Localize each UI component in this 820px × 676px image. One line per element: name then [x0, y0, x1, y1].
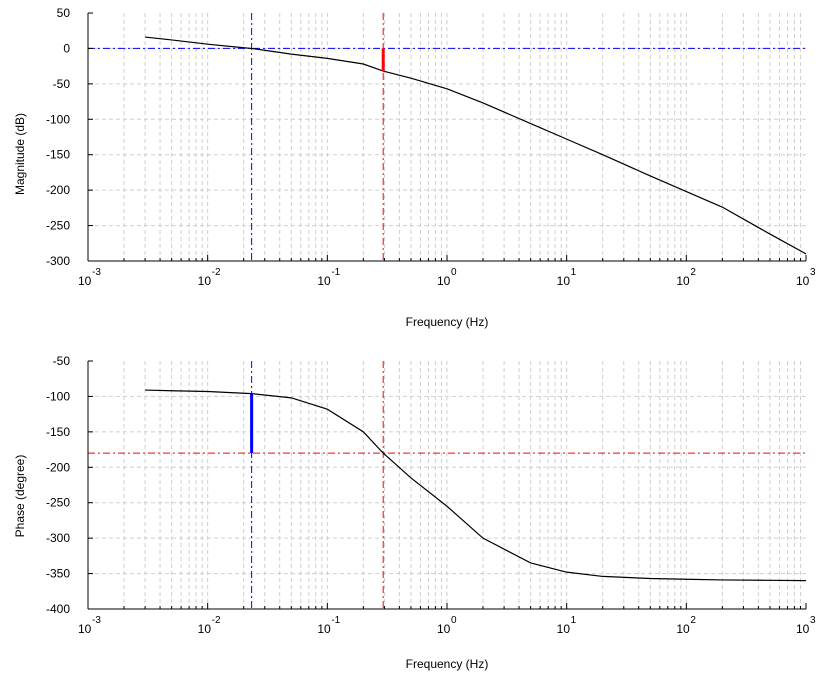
magnitude-curve	[145, 36, 807, 255]
magnitude-tick-labels: 500-50-100-150-200-250-30010-310-210-110…	[46, 6, 816, 288]
magnitude-grid	[88, 13, 806, 261]
magnitude-y-tick-label: -150	[46, 148, 70, 162]
magnitude-y-tick-label: -250	[46, 219, 70, 233]
magnitude-y-tick-label: -100	[46, 112, 70, 126]
phase-y-axis-label: Phase (degree)	[13, 455, 27, 538]
magnitude-x-tick-label: 10	[676, 274, 690, 288]
magnitude-x-tick-label: 10	[557, 274, 571, 288]
magnitude-series-line	[145, 36, 807, 255]
phase-y-tick-label: -300	[46, 531, 70, 545]
magnitude-y-axis-label: Magnitude (dB)	[13, 113, 27, 195]
phase-tick-labels: -50-100-150-200-250-300-350-40010-310-21…	[46, 354, 816, 636]
phase-x-tick-label: 10	[78, 622, 92, 636]
magnitude-x-axis-label: Frequency (Hz)	[406, 315, 489, 329]
phase-x-tick-label: 10	[198, 622, 212, 636]
phase-x-tick-exponent: 0	[451, 615, 457, 626]
magnitude-axes	[87, 12, 807, 262]
phase-x-axis-label: Frequency (Hz)	[406, 657, 489, 671]
phase-y-tick-label: -250	[46, 496, 70, 510]
magnitude-panel: 500-50-100-150-200-250-30010-310-210-110…	[13, 6, 816, 329]
phase-x-tick-label: 10	[676, 622, 690, 636]
phase-x-tick-exponent: 1	[571, 615, 577, 626]
magnitude-x-tick-exponent: 3	[810, 267, 816, 278]
phase-y-tick-label: -200	[46, 460, 70, 474]
phase-x-tick-label: 10	[317, 622, 331, 636]
phase-series-line	[145, 389, 807, 582]
phase-x-tick-exponent: 3	[810, 615, 816, 626]
phase-x-tick-exponent: -2	[212, 615, 221, 626]
magnitude-x-tick-exponent: -2	[212, 267, 221, 278]
magnitude-y-tick-label: 50	[57, 6, 71, 20]
magnitude-x-tick-exponent: 2	[690, 267, 696, 278]
magnitude-x-tick-exponent: 1	[571, 267, 577, 278]
magnitude-x-tick-label: 10	[317, 274, 331, 288]
magnitude-y-tick-label: -300	[46, 254, 70, 268]
phase-y-tick-label: -100	[46, 389, 70, 403]
magnitude-x-tick-label: 10	[437, 274, 451, 288]
magnitude-y-tick-label: -50	[53, 77, 71, 91]
phase-panel: -50-100-150-200-250-300-350-40010-310-21…	[13, 354, 816, 671]
magnitude-x-tick-label: 10	[198, 274, 212, 288]
phase-x-tick-exponent: -3	[92, 615, 101, 626]
phase-x-tick-label: 10	[796, 622, 810, 636]
magnitude-x-tick-exponent: -1	[331, 267, 340, 278]
phase-x-tick-label: 10	[557, 622, 571, 636]
phase-y-tick-label: -400	[46, 602, 70, 616]
phase-axes	[87, 360, 807, 610]
phase-x-tick-label: 10	[437, 622, 451, 636]
magnitude-y-tick-label: -200	[46, 183, 70, 197]
magnitude-x-tick-exponent: -3	[92, 267, 101, 278]
phase-y-tick-label: -150	[46, 425, 70, 439]
phase-curve	[145, 389, 807, 582]
magnitude-x-tick-exponent: 0	[451, 267, 457, 278]
phase-x-tick-exponent: -1	[331, 615, 340, 626]
magnitude-x-tick-label: 10	[78, 274, 92, 288]
magnitude-x-tick-label: 10	[796, 274, 810, 288]
phase-y-tick-label: -350	[46, 567, 70, 581]
phase-x-tick-exponent: 2	[690, 615, 696, 626]
phase-grid	[88, 361, 806, 609]
magnitude-y-tick-label: 0	[63, 41, 70, 55]
phase-y-tick-label: -50	[53, 354, 71, 368]
